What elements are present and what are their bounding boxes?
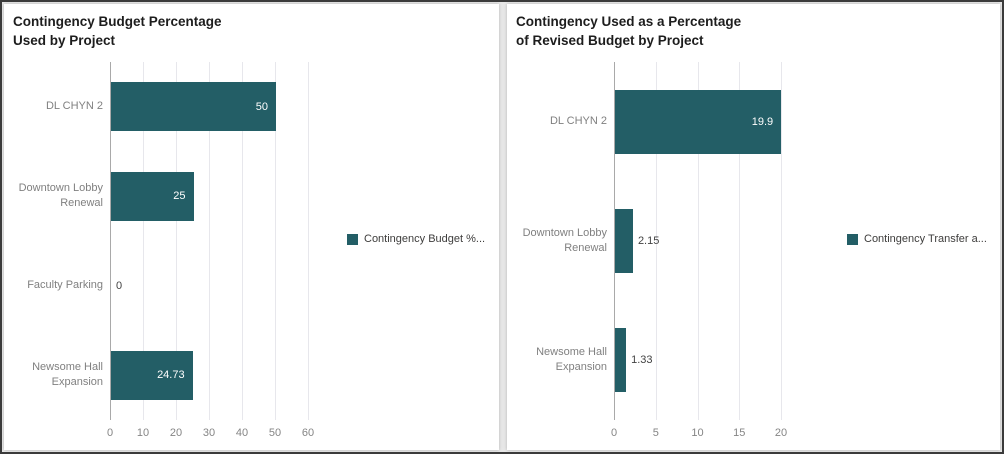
category-label: Downtown Lobby Renewal [517,219,607,263]
x-tick-label: 30 [202,427,216,439]
gridline [308,62,309,420]
category-label-text: Faculty Parking [27,279,103,292]
gridline [697,62,699,420]
y-axis-line [614,62,615,420]
category-label: Newsome Hall Expansion [517,338,607,382]
bar[interactable] [615,328,627,393]
chart-title-line1: Contingency Used as a Percentage [516,14,742,29]
gridline [781,62,782,420]
x-tick-label: 0 [106,427,114,439]
x-tick-label: 15 [733,427,746,439]
legend-label[interactable]: Contingency Transfer a... [864,233,987,245]
bar[interactable] [615,89,782,154]
gridline [275,62,276,420]
gridline [655,62,657,420]
plot-area: 0 5 10 15 20 DL CHYN 2 19.9 Downtown Lobby Rene… [507,4,1000,450]
gridline [176,62,177,420]
category-label: DL CHYN 2 [13,85,103,129]
legend-label[interactable]: Contingency Budget %... [364,233,486,245]
bar-value-label: 0 [116,279,123,292]
chart-title: Contingency Used as a Percentage of Revis… [516,12,741,50]
category-label: DL CHYN 2 [517,100,607,144]
x-tick-label: 20 [169,427,183,439]
x-tick-label: 50 [268,427,282,439]
chart-title-line1: Contingency Budget Percentage [13,14,222,29]
legend[interactable]: Contingency Budget %... [347,233,485,245]
gridline [739,62,741,420]
x-tick-label: 0 [610,427,618,439]
bar[interactable] [111,82,276,132]
category-label-text: Newsome Hall Expansion [32,361,103,389]
bar-value-label: 24.73 [157,369,185,382]
bar[interactable] [111,171,194,221]
legend-swatch-icon [847,233,858,245]
bar-value-label: 19.9 [751,115,774,128]
x-tick-label: 60 [301,427,315,439]
y-axis-line [110,62,111,420]
chart-title: Contingency Budget Percentage Used by Pro… [13,12,222,50]
bar-value-label: 25 [173,190,186,203]
bar-value-label: 50 [255,100,268,113]
chart-panel-contingency-budget[interactable]: Contingency Budget Percentage Used by Pro… [4,4,499,450]
gridline [242,62,243,420]
category-label-text: Newsome Hall Expansion [536,346,607,374]
gridline [209,62,210,420]
bar-value-label: 1.33 [631,354,653,367]
chart-title-line2: Used by Project [13,33,116,48]
category-label-text: DL CHYN 2 [549,115,607,128]
chart-title-line2: of Revised Budget by Project [516,33,704,48]
legend-swatch-icon [347,233,358,245]
bar[interactable] [111,350,193,400]
bar-value-label: 2.15 [637,235,660,247]
x-tick-label: 10 [691,427,704,439]
x-tick-label: 40 [235,427,249,439]
category-label-text: DL CHYN 2 [45,100,103,113]
chart-panel-contingency-used[interactable]: Contingency Used as a Percentage of Revis… [507,4,1000,450]
category-label-text: Downtown Lobby Renewal [522,227,607,254]
x-tick-label: 5 [652,427,659,439]
x-tick-label: 10 [136,427,150,439]
plot-area: 0 10 20 30 40 50 60 DL CHYN 2 50 Downtown Lobby R… [4,4,499,450]
x-tick-label: 20 [774,427,788,439]
category-label: Newsome Hall Expansion [13,353,103,397]
legend[interactable]: Contingency Transfer a... [847,233,987,245]
category-label: Downtown Lobby Renewal [13,174,103,218]
gridline [143,62,144,420]
category-label-text: Downtown Lobby Renewal [18,182,103,210]
bar[interactable] [615,209,633,273]
category-label: Faculty Parking [13,264,103,308]
